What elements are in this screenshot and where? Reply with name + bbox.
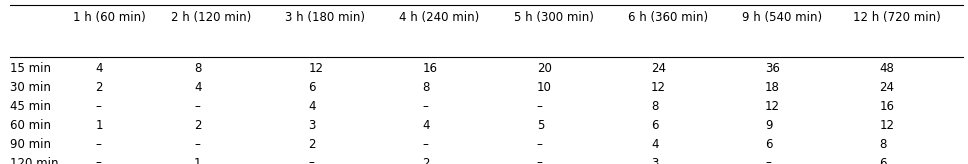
Text: 2: 2 <box>194 119 201 132</box>
Text: 8: 8 <box>879 138 887 151</box>
Text: –: – <box>765 156 771 164</box>
Text: 24: 24 <box>879 81 894 94</box>
Text: –: – <box>95 156 102 164</box>
Text: 36: 36 <box>765 62 780 75</box>
Text: 120 min: 120 min <box>10 156 58 164</box>
Text: 60 min: 60 min <box>10 119 50 132</box>
Text: 12 h (720 min): 12 h (720 min) <box>853 11 940 24</box>
Text: 90 min: 90 min <box>10 138 50 151</box>
Text: 8: 8 <box>422 81 430 94</box>
Text: 20: 20 <box>536 62 552 75</box>
Text: –: – <box>536 100 542 113</box>
Text: –: – <box>194 100 199 113</box>
Text: 1: 1 <box>194 156 201 164</box>
Text: 6 h (360 min): 6 h (360 min) <box>628 11 708 24</box>
Text: –: – <box>194 138 199 151</box>
Text: 3: 3 <box>650 156 658 164</box>
Text: 4 h (240 min): 4 h (240 min) <box>400 11 480 24</box>
Text: 6: 6 <box>308 81 316 94</box>
Text: 5: 5 <box>536 119 544 132</box>
Text: 10: 10 <box>536 81 552 94</box>
Text: 6: 6 <box>650 119 658 132</box>
Text: 16: 16 <box>879 100 894 113</box>
Text: –: – <box>422 138 428 151</box>
Text: 18: 18 <box>765 81 780 94</box>
Text: –: – <box>536 156 542 164</box>
Text: 4: 4 <box>194 81 201 94</box>
Text: 12: 12 <box>650 81 666 94</box>
Text: 4: 4 <box>422 119 430 132</box>
Text: 30 min: 30 min <box>10 81 50 94</box>
Text: 15 min: 15 min <box>10 62 50 75</box>
Text: 48: 48 <box>879 62 894 75</box>
Text: 3: 3 <box>308 119 316 132</box>
Text: 12: 12 <box>765 100 780 113</box>
Text: 4: 4 <box>308 100 316 113</box>
Text: 4: 4 <box>650 138 658 151</box>
Text: 8: 8 <box>650 100 658 113</box>
Text: –: – <box>422 100 428 113</box>
Text: –: – <box>95 138 102 151</box>
Text: –: – <box>536 138 542 151</box>
Text: 5 h (300 min): 5 h (300 min) <box>514 11 593 24</box>
Text: 9: 9 <box>765 119 772 132</box>
Text: 2: 2 <box>95 81 103 94</box>
Text: –: – <box>308 156 314 164</box>
Text: 1 h (60 min): 1 h (60 min) <box>73 11 145 24</box>
Text: 2 h (120 min): 2 h (120 min) <box>171 11 252 24</box>
Text: 6: 6 <box>879 156 887 164</box>
Text: 12: 12 <box>879 119 894 132</box>
Text: 45 min: 45 min <box>10 100 50 113</box>
Text: 8: 8 <box>194 62 201 75</box>
Text: 2: 2 <box>422 156 430 164</box>
Text: 3 h (180 min): 3 h (180 min) <box>286 11 365 24</box>
Text: 16: 16 <box>422 62 438 75</box>
Text: 1: 1 <box>95 119 103 132</box>
Text: 2: 2 <box>308 138 316 151</box>
Text: 24: 24 <box>650 62 666 75</box>
Text: 6: 6 <box>765 138 772 151</box>
Text: 9 h (540 min): 9 h (540 min) <box>742 11 822 24</box>
Text: 12: 12 <box>308 62 323 75</box>
Text: 4: 4 <box>95 62 103 75</box>
Text: –: – <box>95 100 102 113</box>
